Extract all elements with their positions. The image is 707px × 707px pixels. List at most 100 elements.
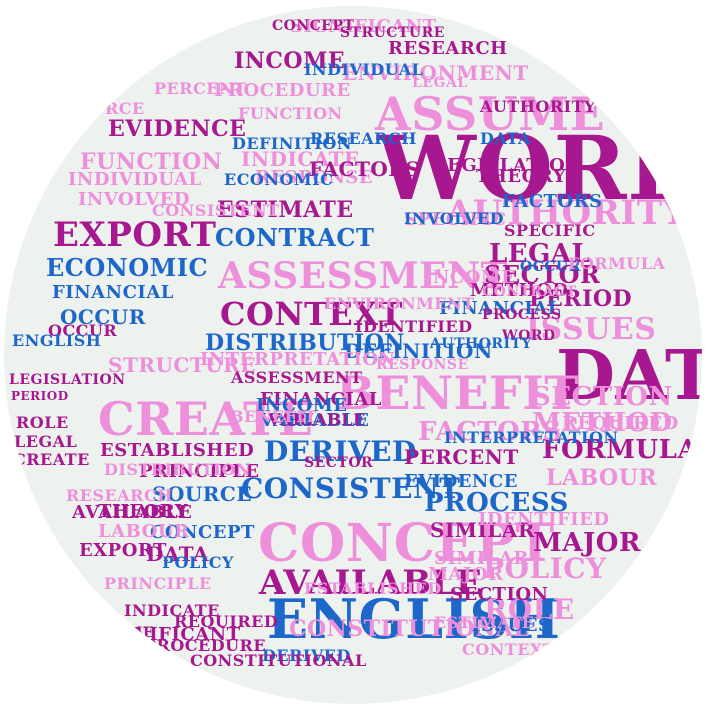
- cloud-word-individual: INDIVIDUAL: [68, 169, 202, 190]
- cloud-word-constitutional: CONSTITUTIONAL: [190, 651, 367, 670]
- cloud-word-percent: PERCENT: [154, 79, 247, 98]
- cloud-word-contract: CONTRACT: [482, 284, 577, 300]
- cloud-word-policy: POLICY: [162, 553, 234, 572]
- cloud-word-legal: LEGAL: [489, 239, 591, 269]
- cloud-word-legislation: LEGISLATION: [9, 372, 126, 388]
- cloud-word-established: ESTABLISHED: [304, 579, 442, 598]
- cloud-word-derived: DERIVED: [262, 646, 351, 665]
- cloud-word-sector: SECTOR: [484, 260, 601, 289]
- cloud-word-concept: CONCEPT: [272, 18, 355, 34]
- cloud-word-word: WORD: [377, 116, 702, 220]
- cloud-word-policy: POLICY: [483, 552, 607, 585]
- cloud-word-function: FUNCTION: [238, 104, 343, 123]
- cloud-word-derived: DERIVED: [264, 435, 417, 468]
- cloud-word-method: METHOD: [470, 280, 569, 301]
- cloud-word-research: RESEARCH: [66, 486, 173, 505]
- cloud-word-source: SOURCE: [152, 482, 253, 506]
- cloud-word-response: RESPONSE: [376, 357, 469, 373]
- cloud-word-interpretation: INTERPRETATION: [444, 428, 619, 447]
- cloud-word-section: SECTION: [450, 584, 549, 605]
- cloud-word-specific: SPECIFIC: [404, 209, 507, 230]
- cloud-word-english: ENGLISH: [267, 587, 561, 651]
- cloud-word-available: AVAILABLE: [259, 563, 483, 603]
- cloud-word-major: MAJOR: [428, 564, 504, 585]
- cloud-word-labour: LABOUR: [546, 465, 658, 491]
- cloud-word-data: DATA: [146, 542, 210, 566]
- cloud-word-context: CONTEXT: [462, 640, 556, 659]
- cloud-word-role: ROLE: [44, 595, 91, 611]
- cloud-word-formula: FORMULA: [568, 254, 666, 273]
- cloud-word-percent: PERCENT: [404, 445, 519, 469]
- cloud-word-distribution: DISTRIBUTION: [205, 330, 405, 356]
- cloud-word-factors: FACTORS: [502, 191, 603, 212]
- cloud-word-legal: LEGAL: [14, 432, 78, 451]
- cloud-word-period: PERIOD: [11, 389, 69, 403]
- cloud-word-consistent: CONSISTENT: [152, 201, 280, 220]
- cloud-word-established: ESTABLISHED: [100, 440, 255, 461]
- cloud-word-similar: SIMILAR: [434, 548, 529, 569]
- cloud-word-benefit: BENEFIT: [336, 366, 579, 420]
- cloud-word-concept: CONCEPT: [150, 522, 255, 543]
- cloud-word-variable: VARIABLE: [268, 410, 366, 429]
- cloud-word-indicate: INDICATE: [241, 147, 360, 171]
- cloud-word-financial: FINANCIAL: [439, 298, 561, 319]
- cloud-word-occur: OCCUR: [520, 259, 581, 275]
- cloud-word-structure: STRUCTURE: [340, 25, 445, 41]
- cloud-word-section: SECTION: [532, 382, 673, 412]
- cloud-word-individual: INDIVIDUAL: [304, 60, 424, 79]
- cloud-word-issues: ISSUES: [472, 615, 552, 636]
- cloud-word-issues: ISSUES: [526, 312, 657, 347]
- cloud-word-environment: ENVIRONMENT: [324, 294, 475, 313]
- cloud-word-legal: LEGAL: [412, 75, 468, 91]
- cloud-word-definition: DEFINITION: [232, 134, 352, 153]
- cloud-word-export: EXPORT: [53, 215, 217, 255]
- cloud-word-authority: AUTHORITY: [446, 193, 688, 233]
- cloud-word-involved: INVOLVED: [404, 209, 505, 228]
- cloud-word-benefit: BENEFIT: [230, 407, 317, 426]
- cloud-word-occur: OCCUR: [60, 305, 146, 329]
- cloud-word-identified: IDENTIFIED: [478, 509, 610, 530]
- cloud-word-identified: IDENTIFIED: [355, 317, 473, 336]
- cloud-word-research: RESEARCH: [310, 129, 417, 148]
- cloud-word-role: ROLE: [16, 413, 69, 432]
- cloud-word-source: SOURCE: [64, 99, 145, 118]
- cloud-word-evidence: EVIDENCE: [404, 471, 518, 492]
- cloud-word-distribution: DISTRIBUTION: [104, 460, 252, 479]
- cloud-word-principle: PRINCIPLE: [139, 461, 260, 482]
- cloud-word-similar: SIMILAR: [430, 518, 535, 542]
- cloud-word-labour: LABOUR: [98, 521, 190, 542]
- cloud-word-method: METHOD: [532, 408, 673, 438]
- cloud-word-procedure: PROCEDURE: [144, 636, 267, 655]
- cloud-word-factors: FACTORS: [309, 157, 421, 181]
- cloud-word-context: CONTEXT: [220, 295, 403, 333]
- cloud-word-process: PROCESS: [424, 488, 569, 518]
- cloud-word-income: INCOME: [234, 48, 346, 74]
- cloud-word-income: INCOME: [256, 395, 348, 416]
- cloud-word-estimate: ESTIMATE: [217, 197, 354, 223]
- cloud-word-research: RESEARCH: [388, 38, 508, 59]
- cloud-word-principle: PRINCIPLE: [104, 574, 212, 593]
- cloud-word-create: CREATE: [13, 450, 90, 469]
- cloud-word-financial: FINANCIAL: [52, 282, 174, 303]
- cloud-word-economic: ECONOMIC: [46, 253, 209, 282]
- cloud-word-interpretation: INTERPRETATION: [200, 349, 396, 370]
- cloud-word-variable: VARIABLE: [260, 410, 370, 431]
- cloud-word-income: INCOME: [424, 267, 516, 288]
- cloud-word-word: WORD: [502, 328, 556, 344]
- cloud-word-structure: STRUCTURE: [108, 353, 256, 377]
- cloud-word-contract: CONTRACT: [215, 223, 375, 252]
- cloud-word-theory: THEORY: [476, 166, 567, 187]
- cloud-word-sector: SECTOR: [304, 455, 374, 471]
- cloud-word-definition: DEFINITION: [344, 339, 493, 363]
- cloud-word-export: EXPORT: [79, 540, 167, 561]
- cloud-word-data: DATA: [480, 129, 531, 148]
- cloud-word-role: ROLE: [484, 593, 575, 626]
- cloud-word-involved: INVOLVED: [78, 189, 191, 210]
- cloud-word-formula: FORMULA: [542, 435, 699, 465]
- cloud-word-factors: FACTORS: [418, 417, 562, 447]
- cloud-word-evidence: EVIDENCE: [108, 116, 247, 142]
- cloud-word-environment: ENVIRONMENT: [342, 61, 529, 85]
- cloud-word-assessment: ASSESSMENT: [231, 368, 363, 387]
- cloud-word-economic: ECONOMIC: [224, 170, 334, 189]
